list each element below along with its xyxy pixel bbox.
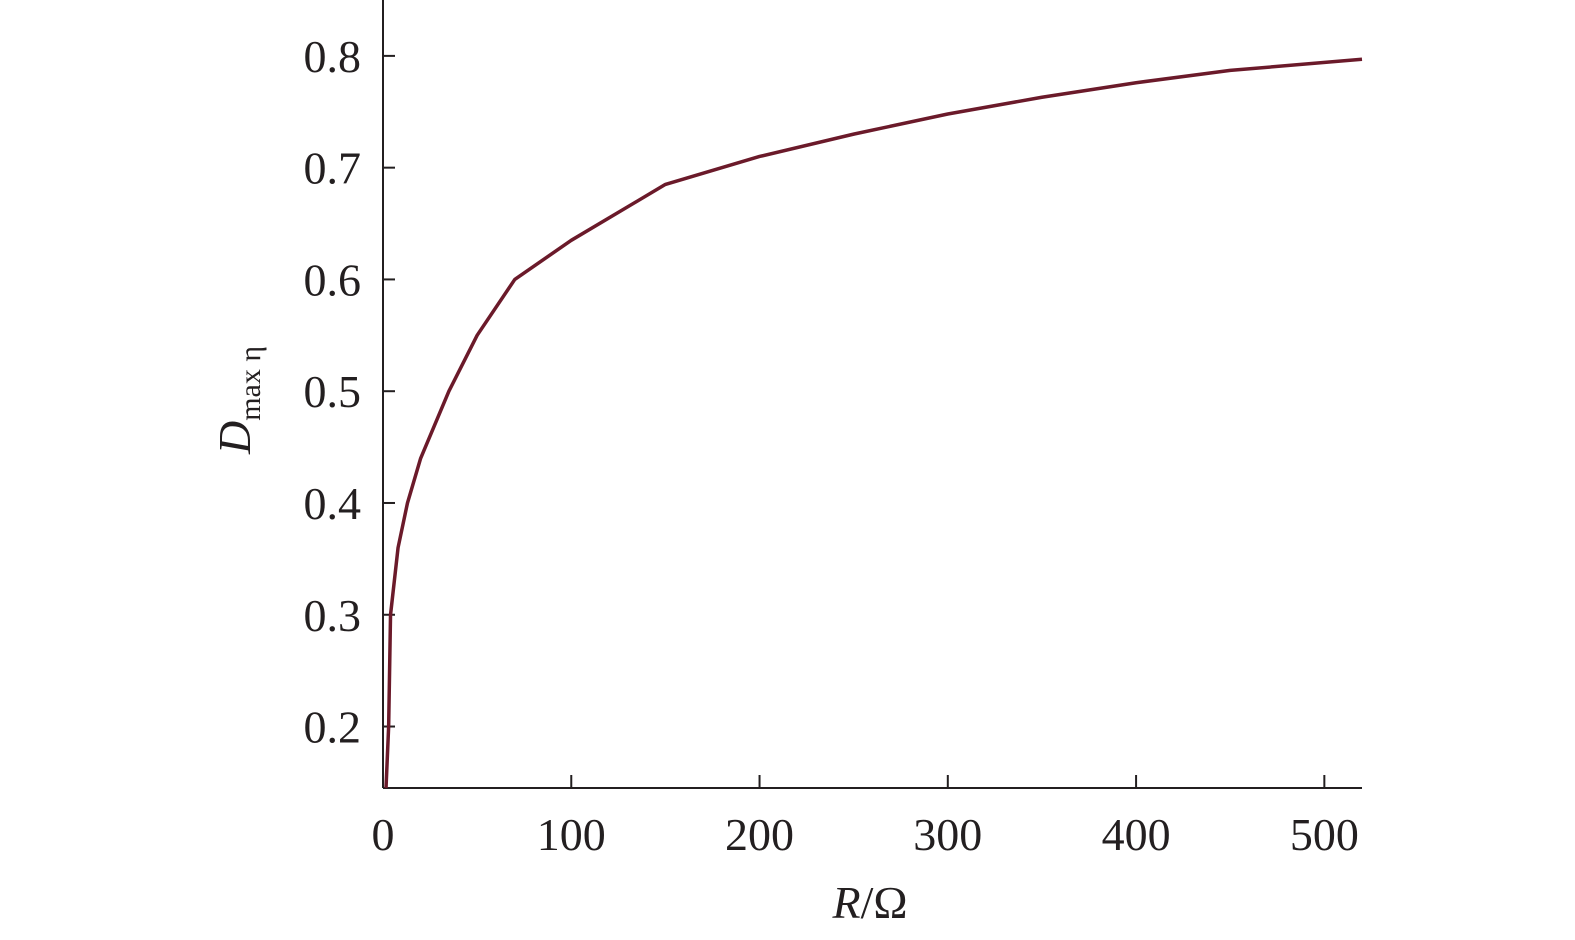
x-tick-label: 400 [1102,809,1171,860]
y-tick-label: 0.7 [304,143,362,194]
y-tick-label: 0.5 [304,366,362,417]
x-tick-label: 300 [913,809,982,860]
x-tick-label: 100 [537,809,606,860]
y-label-sub: max η [234,346,267,421]
y-tick-label: 0.3 [304,590,362,641]
y-tick-label: 0.2 [304,702,362,753]
x-tick-label: 200 [725,809,794,860]
x-label-main: R [831,877,860,928]
y-axis-label: Dmax η [209,346,267,455]
y-label-main: D [209,421,260,455]
data-line [384,57,1363,789]
x-tick-label: 500 [1290,809,1359,860]
x-axis-label: R/Ω [831,877,907,928]
y-tick-label: 0.4 [304,478,362,529]
y-tick-label: 0.8 [304,31,362,82]
x-tick-label: 0 [372,809,395,860]
x-label-rest: /Ω [861,877,908,928]
y-tick-label: 0.6 [304,254,362,305]
